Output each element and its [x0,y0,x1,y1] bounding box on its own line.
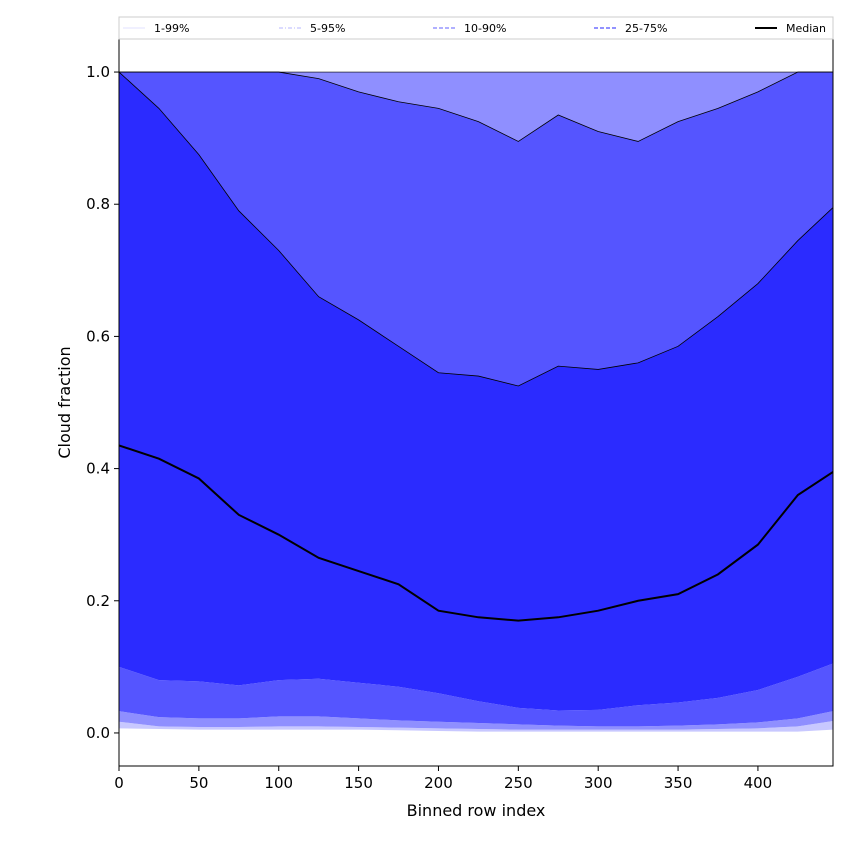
band-1-99-lower [119,721,833,732]
band-10-90-lower [119,663,833,727]
x-tick-label: 0 [114,774,124,792]
y-tick-label: 0.6 [86,327,110,345]
legend-box [118,16,834,40]
legend: 1-99% 5-95% 10-90% 25-75% Median [118,16,834,40]
median-line [119,444,833,622]
legend-label: 1-99% [154,22,189,35]
x-tick-label: 400 [744,774,773,792]
y-tick-label: 0.8 [86,195,110,213]
x-tick-label: 250 [504,774,533,792]
y-tick-label: 1.0 [86,63,110,81]
y-tick-label: 0.0 [86,724,110,742]
x-tick-label: 300 [584,774,613,792]
legend-label: 25-75% [625,22,667,35]
legend-label: 5-95% [310,22,345,35]
x-tick-label: 350 [664,774,693,792]
legend-label: Median [786,22,826,35]
percentile-bands [119,71,833,732]
band-5-95-lower [119,711,833,730]
band-5-95-upper [119,72,833,386]
x-axis: 0 50 100 150 200 250 300 350 400 [114,766,772,792]
y-axis-label: Cloud fraction [55,346,74,458]
y-tick-label: 0.2 [86,592,110,610]
median-layer [119,444,833,622]
band-25-75 [119,72,833,711]
x-tick-label: 200 [424,774,453,792]
x-tick-label: 100 [264,774,293,792]
y-tick-label: 0.4 [86,460,110,478]
edge-5-95-upper [119,71,833,142]
legend-label: 10-90% [464,22,506,35]
band-1-99-upper [119,72,833,142]
x-axis-label: Binned row index [407,801,546,820]
y-axis: 0.0 0.2 0.4 0.6 0.8 1.0 [86,63,119,742]
x-tick-label: 150 [344,774,373,792]
x-tick-label: 50 [189,774,208,792]
edge-10-90-upper [119,71,833,387]
